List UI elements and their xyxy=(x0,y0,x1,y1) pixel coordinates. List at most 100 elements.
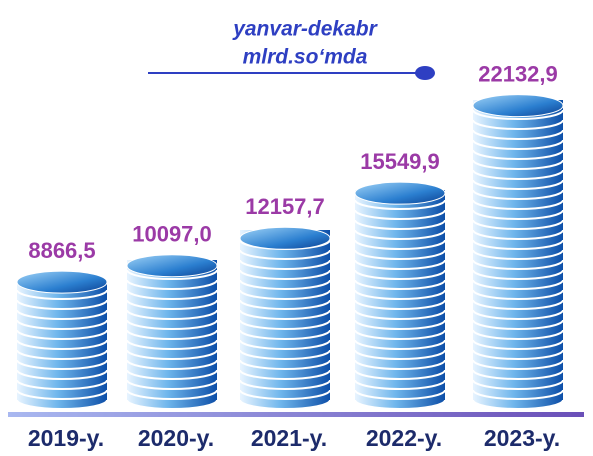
coin-edge xyxy=(472,179,564,190)
coin-edge xyxy=(239,349,331,360)
coin-edge xyxy=(239,319,331,330)
coin-edge xyxy=(239,399,331,410)
x-tick-label: 2020-y. xyxy=(138,425,214,451)
coin-edge xyxy=(354,329,446,340)
coin-edge xyxy=(126,369,218,380)
coin-edge xyxy=(472,239,564,250)
bar xyxy=(354,181,446,410)
coin-edge xyxy=(239,259,331,270)
x-tick-label: 2021-y. xyxy=(251,425,327,451)
coin-edge xyxy=(16,379,108,390)
coin-edge xyxy=(354,349,446,360)
chart-title: yanvar-dekabr xyxy=(232,18,378,41)
title-dot xyxy=(415,66,435,80)
coin-edge xyxy=(16,359,108,370)
coin-edge xyxy=(354,309,446,320)
coin-edge xyxy=(126,289,218,300)
coin-edge xyxy=(472,119,564,130)
coin-edge xyxy=(354,339,446,350)
value-label: 15549,9 xyxy=(360,149,440,174)
coin-edge xyxy=(126,309,218,320)
value-label: 12157,7 xyxy=(245,194,325,219)
coin-edge xyxy=(472,199,564,210)
coin-edge xyxy=(354,249,446,260)
coin-edge xyxy=(472,339,564,350)
coin-edge xyxy=(472,359,564,370)
coin-edge xyxy=(472,369,564,380)
x-tick-label: 2019-y. xyxy=(28,425,104,451)
coin-edge xyxy=(16,339,108,350)
coin-edge xyxy=(16,349,108,360)
coin-edge xyxy=(472,309,564,320)
coin-edge xyxy=(472,329,564,340)
coin-edge xyxy=(239,359,331,370)
coin-edge xyxy=(16,369,108,380)
coin-edge xyxy=(472,149,564,160)
coin-edge xyxy=(126,299,218,310)
coin-edge xyxy=(126,319,218,330)
coin-edge xyxy=(472,299,564,310)
coin-edge xyxy=(239,289,331,300)
value-label: 8866,5 xyxy=(28,238,95,263)
coin-edge xyxy=(354,229,446,240)
coin-edge xyxy=(239,389,331,400)
coin-edge xyxy=(354,259,446,270)
bar xyxy=(126,254,218,410)
coin-edge xyxy=(126,339,218,350)
coin-edge xyxy=(126,329,218,340)
coin-edge xyxy=(472,219,564,230)
coin-edge xyxy=(16,399,108,410)
baseline xyxy=(8,412,584,417)
coin-edge xyxy=(126,399,218,410)
coin-edge xyxy=(472,139,564,150)
bar xyxy=(472,94,564,410)
bar xyxy=(16,270,108,410)
chart-subtitle: mlrd.so‘mda xyxy=(243,46,368,69)
coin-edge xyxy=(354,299,446,310)
coin-edge xyxy=(354,399,446,410)
bar xyxy=(239,226,331,410)
coin-edge xyxy=(239,249,331,260)
coin-edge xyxy=(126,359,218,370)
coin-edge xyxy=(472,249,564,260)
coin-top xyxy=(126,254,218,278)
coin-edge xyxy=(126,379,218,390)
coin-edge xyxy=(472,279,564,290)
coin-edge xyxy=(239,299,331,310)
coin-edge xyxy=(354,269,446,280)
coin-top xyxy=(354,181,446,205)
x-tick-label: 2023-y. xyxy=(484,425,560,451)
coin-edge xyxy=(239,269,331,280)
coin-edge xyxy=(472,229,564,240)
plot xyxy=(16,94,564,410)
coin-edge xyxy=(239,379,331,390)
coin-edge xyxy=(354,369,446,380)
coin-edge xyxy=(239,309,331,320)
coin-edge xyxy=(354,319,446,330)
coin-edge xyxy=(472,269,564,280)
coin-edge xyxy=(354,359,446,370)
coin-edge xyxy=(354,239,446,250)
coin-edge xyxy=(126,279,218,290)
coin-edge xyxy=(16,309,108,320)
coin-edge xyxy=(354,379,446,390)
coin-edge xyxy=(354,209,446,220)
coin-edge xyxy=(472,349,564,360)
coin-edge xyxy=(239,329,331,340)
value-label: 10097,0 xyxy=(132,222,212,247)
coin-edge xyxy=(472,169,564,180)
coin-edge xyxy=(472,209,564,220)
coin-edge xyxy=(239,369,331,380)
coin-edge xyxy=(126,389,218,400)
coin-top xyxy=(16,270,108,294)
coin-edge xyxy=(472,399,564,410)
x-tick-label: 2022-y. xyxy=(366,425,442,451)
coin-edge xyxy=(472,259,564,270)
coin-top xyxy=(472,94,564,118)
coin-top xyxy=(239,226,331,250)
coin-edge xyxy=(472,379,564,390)
coin-edge xyxy=(472,389,564,400)
coin-edge xyxy=(472,319,564,330)
coin-edge xyxy=(16,389,108,400)
